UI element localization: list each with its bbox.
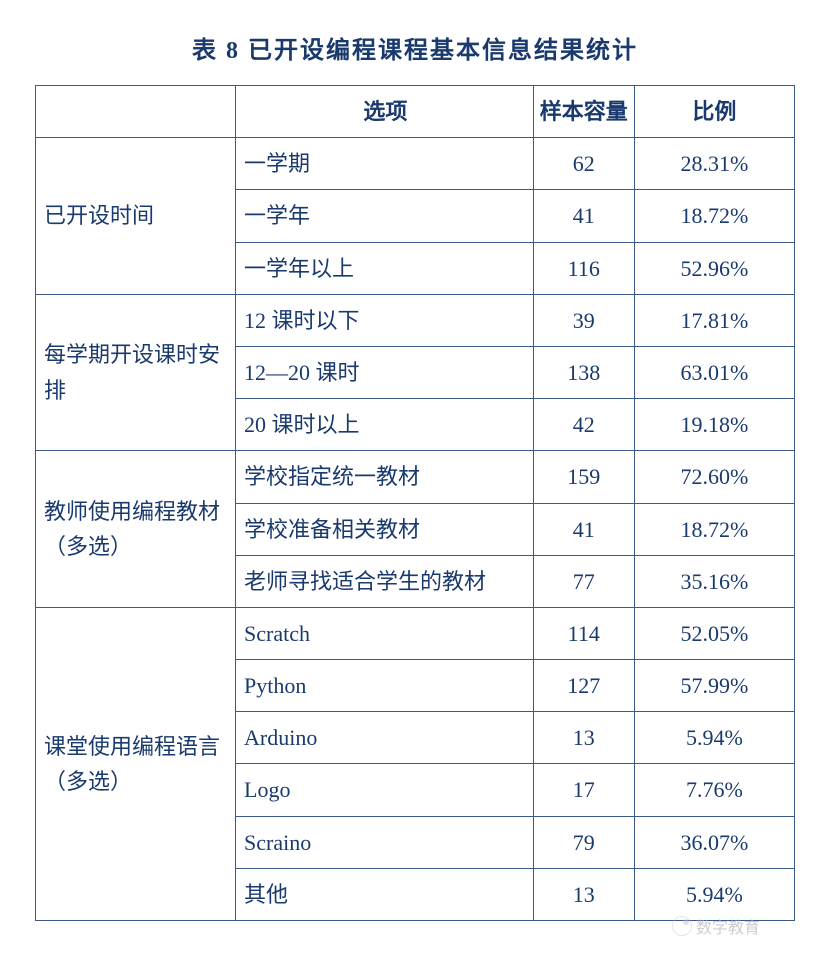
header-row: 选项 样本容量 比例	[36, 86, 795, 138]
header-option: 选项	[236, 86, 534, 138]
category-cell: 课堂使用编程语言（多选）	[36, 607, 236, 920]
option-cell: 学校指定统一教材	[236, 451, 534, 503]
option-cell: 一学年以上	[236, 242, 534, 294]
category-cell: 已开设时间	[36, 138, 236, 295]
sample-cell: 13	[533, 712, 634, 764]
option-cell: 学校准备相关教材	[236, 503, 534, 555]
sample-cell: 62	[533, 138, 634, 190]
option-cell: 老师寻找适合学生的教材	[236, 555, 534, 607]
watermark-icon	[672, 916, 692, 936]
ratio-cell: 19.18%	[634, 399, 794, 451]
option-cell: Scratch	[236, 607, 534, 659]
sample-cell: 42	[533, 399, 634, 451]
table-title: 表 8 已开设编程课程基本信息结果统计	[20, 30, 810, 65]
ratio-cell: 72.60%	[634, 451, 794, 503]
sample-cell: 77	[533, 555, 634, 607]
ratio-cell: 57.99%	[634, 660, 794, 712]
sample-cell: 41	[533, 190, 634, 242]
option-cell: 一学年	[236, 190, 534, 242]
ratio-cell: 63.01%	[634, 346, 794, 398]
ratio-cell: 17.81%	[634, 294, 794, 346]
sample-cell: 17	[533, 764, 634, 816]
watermark-text: 数字教育	[696, 920, 760, 937]
ratio-cell: 18.72%	[634, 503, 794, 555]
category-cell: 教师使用编程教材（多选）	[36, 451, 236, 608]
header-ratio: 比例	[634, 86, 794, 138]
table-row: 教师使用编程教材（多选）学校指定统一教材15972.60%	[36, 451, 795, 503]
sample-cell: 79	[533, 816, 634, 868]
table-body: 已开设时间一学期6228.31%一学年4118.72%一学年以上11652.96…	[36, 138, 795, 921]
table-row: 每学期开设课时安排12 课时以下3917.81%	[36, 294, 795, 346]
option-cell: 20 课时以上	[236, 399, 534, 451]
sample-cell: 159	[533, 451, 634, 503]
header-sample: 样本容量	[533, 86, 634, 138]
option-cell: 12 课时以下	[236, 294, 534, 346]
option-cell: 12—20 课时	[236, 346, 534, 398]
sample-cell: 138	[533, 346, 634, 398]
option-cell: Python	[236, 660, 534, 712]
category-cell: 每学期开设课时安排	[36, 294, 236, 451]
option-cell: Logo	[236, 764, 534, 816]
ratio-cell: 52.96%	[634, 242, 794, 294]
option-cell: Arduino	[236, 712, 534, 764]
sample-cell: 127	[533, 660, 634, 712]
watermark: 数字教育	[20, 913, 810, 938]
ratio-cell: 36.07%	[634, 816, 794, 868]
sample-cell: 41	[533, 503, 634, 555]
option-cell: Scraino	[236, 816, 534, 868]
sample-cell: 39	[533, 294, 634, 346]
table-row: 已开设时间一学期6228.31%	[36, 138, 795, 190]
sample-cell: 116	[533, 242, 634, 294]
ratio-cell: 35.16%	[634, 555, 794, 607]
ratio-cell: 7.76%	[634, 764, 794, 816]
ratio-cell: 28.31%	[634, 138, 794, 190]
header-category	[36, 86, 236, 138]
option-cell: 一学期	[236, 138, 534, 190]
ratio-cell: 52.05%	[634, 607, 794, 659]
ratio-cell: 18.72%	[634, 190, 794, 242]
sample-cell: 114	[533, 607, 634, 659]
data-table: 选项 样本容量 比例 已开设时间一学期6228.31%一学年4118.72%一学…	[35, 85, 795, 921]
ratio-cell: 5.94%	[634, 712, 794, 764]
table-row: 课堂使用编程语言（多选）Scratch11452.05%	[36, 607, 795, 659]
